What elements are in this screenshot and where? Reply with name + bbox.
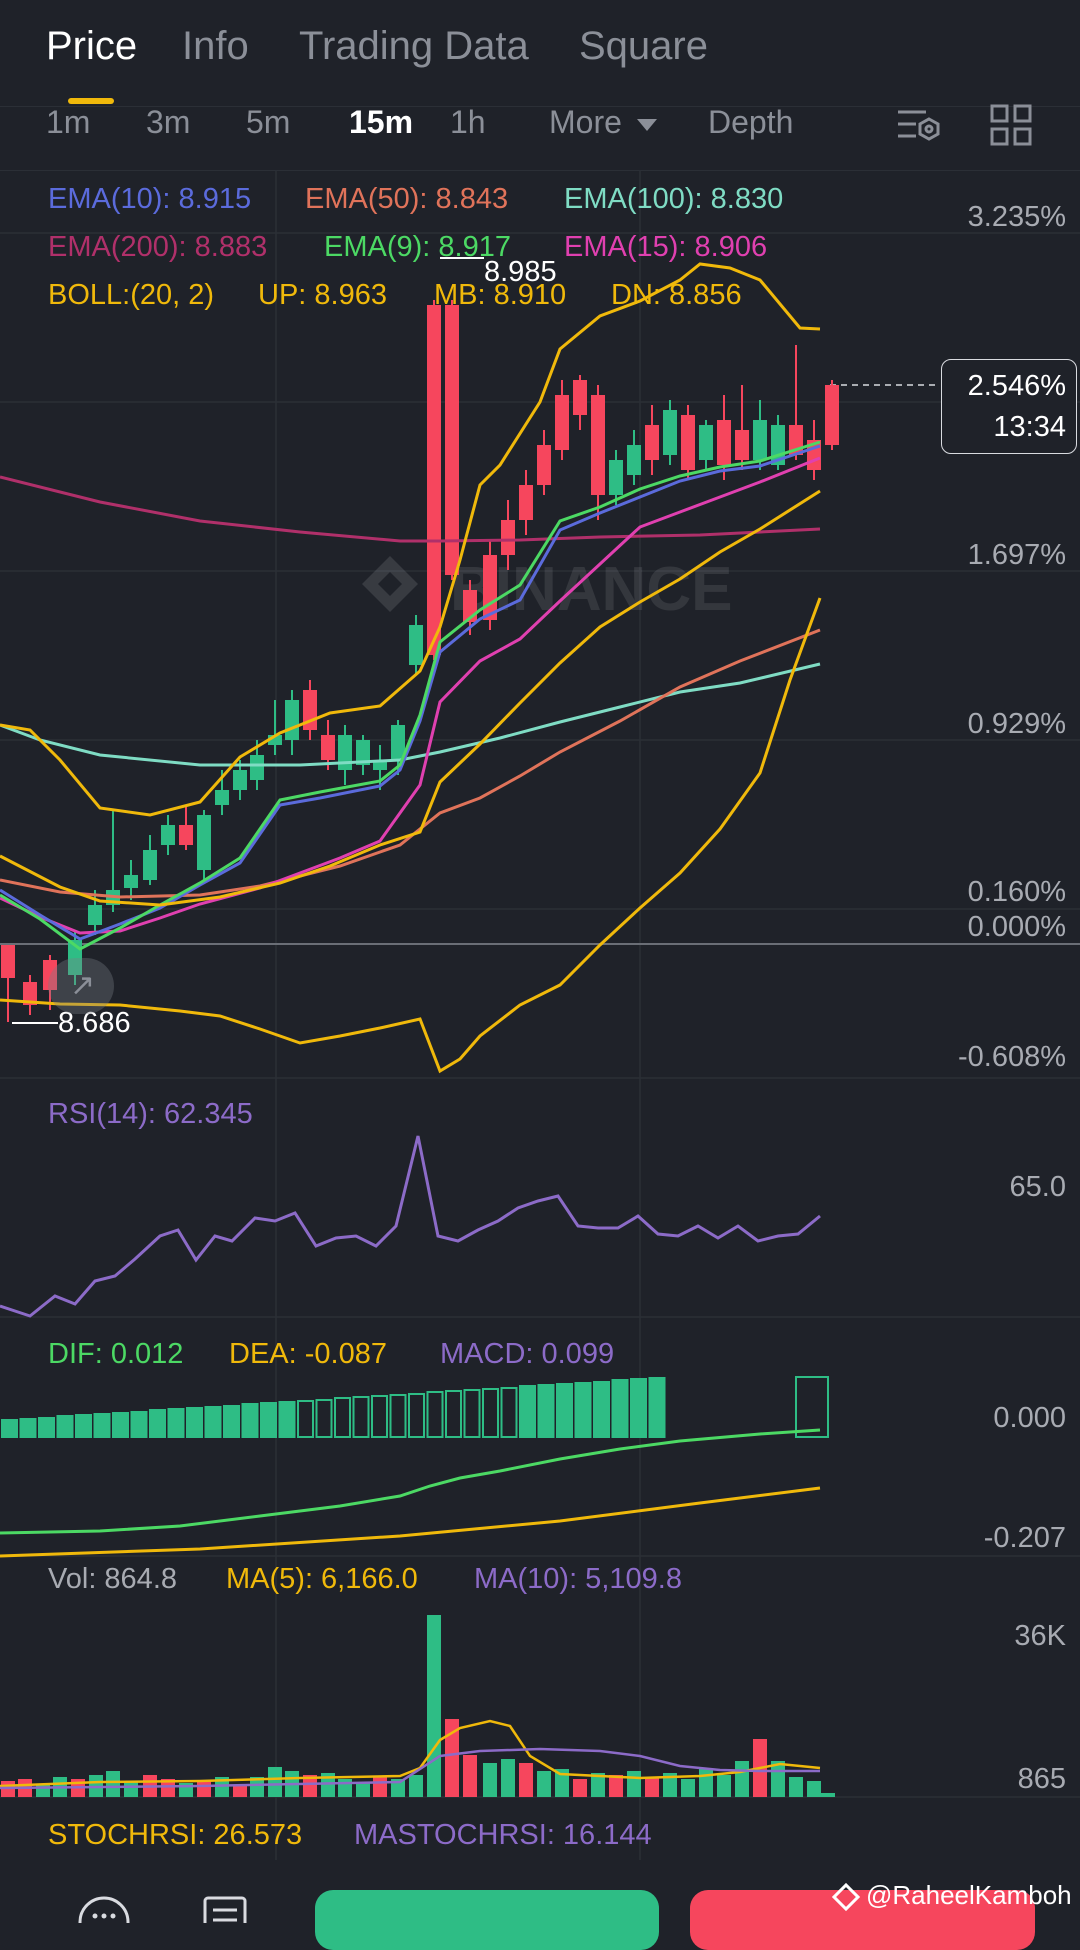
macd-histogram [1, 1376, 829, 1438]
vol-ma5-label: MA(5): 6,166.0 [226, 1563, 418, 1595]
price-axis-label: 0.000% [967, 911, 1066, 943]
candlesticks [1, 300, 839, 1022]
expand-button[interactable]: ↗ [48, 958, 114, 1014]
tab-square[interactable]: Square [579, 24, 708, 68]
boll-dn-label: DN: 8.856 [611, 279, 742, 311]
macd-label: MACD: 0.099 [440, 1338, 615, 1370]
dea-line [0, 1486, 821, 1558]
interval-15m[interactable]: 15m [349, 104, 414, 140]
chevron-down-icon [636, 118, 657, 131]
candle-countdown: 13:34 [993, 411, 1066, 443]
volume-axis-label: 865 [1017, 1763, 1066, 1795]
vol-ma5-line [0, 1719, 821, 1788]
stochrsi-label: STOCHRSI: 26.573 [48, 1819, 303, 1851]
macd-axis-label: 0.000 [993, 1402, 1066, 1434]
binance-logo-icon [831, 1882, 861, 1912]
macd-axis-label: -0.207 [983, 1522, 1066, 1554]
ema9-label: EMA(9): 8.917 [324, 231, 511, 263]
price-axis-label: -0.608% [957, 1041, 1066, 1073]
credit-watermark: @RaheelKamboh [831, 1880, 1072, 1912]
orders-icon[interactable] [203, 1896, 247, 1923]
interval-1h[interactable]: 1h [450, 104, 486, 140]
ema100-label: EMA(100): 8.830 [564, 183, 784, 215]
vol-ma10-line [0, 1747, 820, 1790]
rsi-axis-label: 65.0 [1009, 1171, 1066, 1203]
tab-depth[interactable]: Depth [708, 104, 794, 140]
chart-settings-icon[interactable] [896, 106, 942, 146]
indicator-lines [0, 262, 822, 1074]
high-marker [440, 257, 484, 259]
low-price-label: 8.686 [58, 1007, 131, 1039]
interval-more[interactable]: More [549, 104, 657, 141]
dif-label: DIF: 0.012 [48, 1338, 184, 1370]
current-percent: 2.546% [967, 370, 1066, 402]
mastochrsi-label: MASTOCHRSI: 16.144 [354, 1819, 652, 1851]
dea-label: DEA: -0.087 [229, 1338, 387, 1370]
buy-button[interactable] [315, 1890, 659, 1950]
price-axis-label: 0.929% [967, 708, 1066, 740]
ema50-label: EMA(50): 8.843 [305, 183, 509, 215]
dif-line [0, 1428, 821, 1535]
tab-price[interactable]: Price [46, 24, 138, 68]
vol-ma10-label: MA(10): 5,109.8 [474, 1563, 682, 1595]
chat-icon[interactable] [78, 1896, 130, 1923]
divider [0, 170, 1080, 171]
rsi-line [0, 1135, 821, 1318]
ema200-label: EMA(200): 8.883 [48, 231, 268, 263]
volume-axis-label: 36K [1014, 1620, 1066, 1652]
active-tab-indicator [68, 98, 114, 104]
low-marker [12, 1022, 58, 1024]
boll-label: BOLL:(20, 2) [48, 279, 215, 311]
ema15-label: EMA(15): 8.906 [564, 231, 768, 263]
price-axis-label: 3.235% [967, 201, 1066, 233]
more-label: More [549, 104, 622, 140]
tab-info[interactable]: Info [182, 24, 249, 68]
interval-3m[interactable]: 3m [146, 104, 191, 140]
interval-5m[interactable]: 5m [246, 104, 291, 140]
rsi-label: RSI(14): 62.345 [48, 1098, 253, 1130]
high-price-label: 8.985 [484, 256, 557, 288]
price-axis-label: 0.160% [967, 876, 1066, 908]
boll-mb-label: MB: 8.910 [434, 279, 567, 311]
grid-layout-icon[interactable] [990, 104, 1032, 146]
volume-label: Vol: 864.8 [48, 1563, 177, 1595]
ema10-label: EMA(10): 8.915 [48, 183, 252, 215]
current-price-box: 2.546% 13:34 [941, 359, 1077, 454]
tab-trading-data[interactable]: Trading Data [299, 24, 529, 68]
price-axis-label: 1.697% [967, 539, 1066, 571]
interval-1m[interactable]: 1m [46, 104, 91, 140]
boll-up-label: UP: 8.963 [258, 279, 387, 311]
divider [0, 106, 1080, 107]
credit-text: @RaheelKamboh [866, 1880, 1072, 1910]
expand-icon: ↗ [70, 969, 96, 1002]
binance-logo-icon [362, 556, 418, 612]
